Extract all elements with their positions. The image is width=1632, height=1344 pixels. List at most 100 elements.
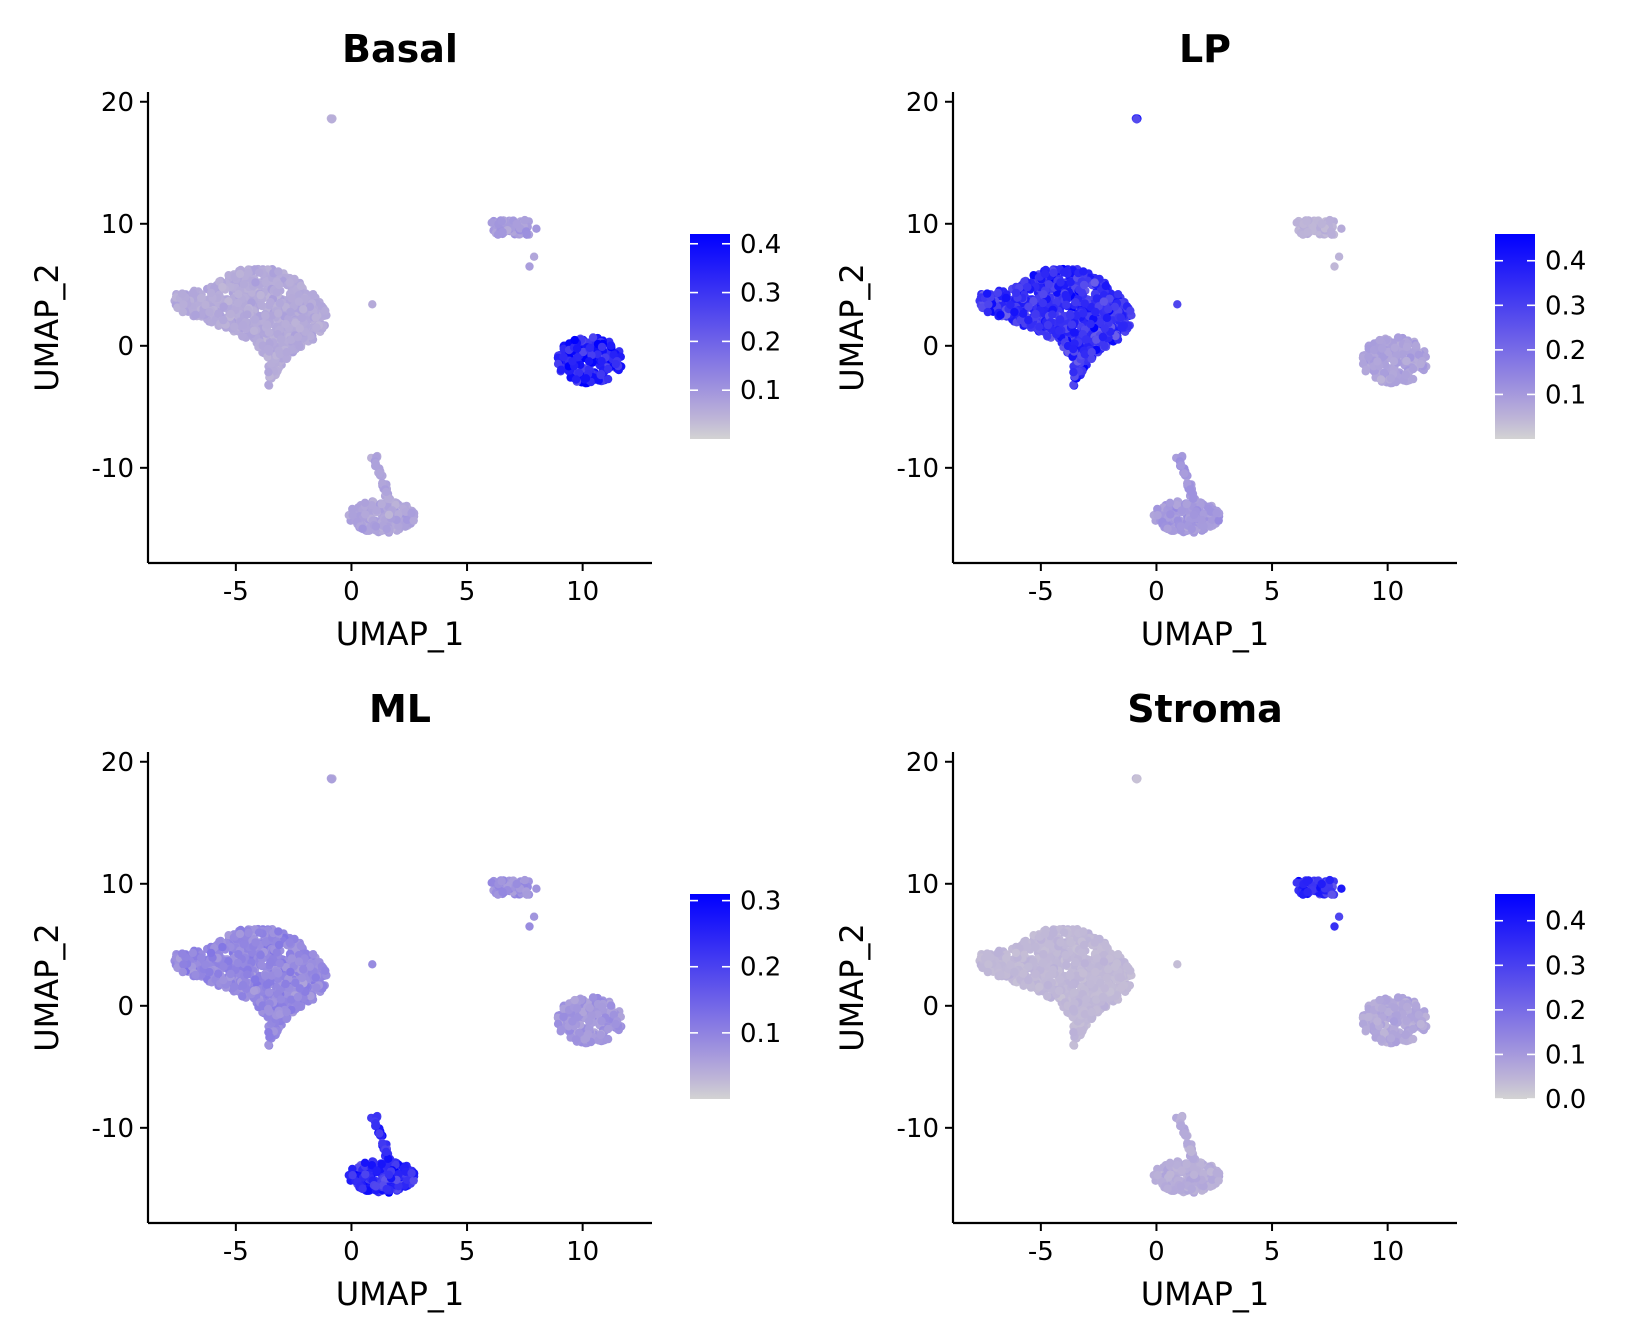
data-point bbox=[272, 948, 282, 957]
data-point bbox=[1090, 278, 1099, 287]
y-axis-title: UMAP_2 bbox=[28, 263, 66, 392]
y-tick-label: 20 bbox=[101, 748, 134, 778]
data-point bbox=[1055, 315, 1065, 324]
data-point bbox=[1077, 948, 1087, 957]
data-point bbox=[611, 1019, 620, 1029]
data-point bbox=[983, 307, 992, 317]
data-point bbox=[1040, 929, 1050, 939]
data-point bbox=[308, 290, 318, 299]
data-point bbox=[256, 950, 265, 960]
data-point bbox=[1090, 938, 1099, 947]
data-point bbox=[585, 1003, 594, 1012]
data-point bbox=[983, 289, 992, 298]
data-point bbox=[264, 344, 273, 354]
data-point bbox=[230, 322, 239, 331]
data-point bbox=[597, 1016, 606, 1026]
data-point bbox=[251, 938, 260, 947]
data-point bbox=[984, 300, 993, 309]
data-point bbox=[1071, 958, 1080, 967]
data-point bbox=[1110, 302, 1120, 311]
data-point bbox=[264, 368, 273, 377]
data-point bbox=[384, 494, 393, 503]
data-point bbox=[1172, 501, 1182, 510]
colorbar bbox=[1495, 234, 1535, 439]
data-point bbox=[570, 995, 579, 1005]
data-point bbox=[597, 1002, 607, 1012]
data-point bbox=[219, 315, 228, 325]
x-axis-title: UMAP_1 bbox=[336, 615, 465, 653]
data-point bbox=[224, 297, 233, 306]
data-point bbox=[262, 320, 272, 329]
data-point bbox=[529, 912, 539, 921]
data-point bbox=[559, 352, 568, 362]
data-point bbox=[597, 342, 607, 352]
data-point bbox=[1079, 267, 1088, 276]
data-point bbox=[1390, 343, 1400, 352]
data-point bbox=[299, 965, 308, 974]
data-point bbox=[1038, 958, 1048, 968]
data-point bbox=[1402, 356, 1411, 366]
y-tick-label: -10 bbox=[92, 454, 134, 484]
data-point bbox=[377, 499, 386, 509]
data-point bbox=[1098, 332, 1108, 342]
data-point bbox=[532, 224, 541, 233]
data-point bbox=[1292, 218, 1301, 227]
data-point bbox=[568, 357, 577, 366]
data-point bbox=[1069, 988, 1079, 997]
data-point bbox=[1302, 217, 1311, 226]
data-point bbox=[382, 524, 391, 534]
data-point bbox=[1055, 975, 1065, 984]
data-point bbox=[1019, 309, 1028, 318]
data-point bbox=[1040, 269, 1050, 279]
data-point bbox=[274, 940, 284, 950]
data-point bbox=[285, 278, 294, 287]
data-point bbox=[993, 948, 1003, 958]
data-point bbox=[584, 1017, 594, 1026]
y-tick-label: 10 bbox=[101, 210, 134, 240]
data-point bbox=[512, 219, 521, 229]
data-point bbox=[1069, 1028, 1078, 1037]
data-point bbox=[588, 333, 598, 342]
data-point bbox=[1061, 950, 1070, 960]
data-point bbox=[571, 1035, 581, 1044]
data-point bbox=[1092, 335, 1101, 344]
y-tick-label: 10 bbox=[906, 210, 939, 240]
data-point bbox=[570, 335, 579, 345]
y-axis-title: UMAP_2 bbox=[28, 923, 66, 1052]
data-point bbox=[281, 979, 290, 989]
data-point bbox=[238, 980, 248, 990]
data-point bbox=[1386, 374, 1396, 383]
data-point bbox=[1043, 332, 1052, 341]
scatter-points bbox=[170, 114, 626, 537]
data-point bbox=[299, 305, 308, 314]
data-point bbox=[250, 315, 260, 324]
data-point bbox=[1048, 970, 1057, 979]
data-point bbox=[261, 971, 270, 980]
data-point bbox=[402, 515, 412, 524]
data-point bbox=[235, 269, 245, 279]
data-point bbox=[178, 289, 187, 298]
data-point bbox=[233, 958, 243, 968]
data-point bbox=[1044, 940, 1054, 949]
data-point bbox=[1006, 300, 1015, 310]
data-point bbox=[1043, 992, 1052, 1001]
data-point bbox=[1327, 890, 1337, 899]
data-point bbox=[214, 309, 223, 318]
data-point bbox=[603, 374, 613, 384]
y-tick-label: 20 bbox=[906, 88, 939, 118]
data-point bbox=[266, 298, 275, 307]
data-point bbox=[606, 341, 616, 350]
data-point bbox=[179, 960, 188, 969]
colorbar-tick-label: 0.3 bbox=[740, 279, 781, 309]
data-point bbox=[274, 927, 283, 936]
x-tick-label: 0 bbox=[1148, 577, 1165, 607]
data-point bbox=[1049, 928, 1058, 938]
data-point bbox=[1173, 960, 1182, 969]
data-point bbox=[1132, 115, 1141, 124]
data-point bbox=[1035, 982, 1044, 991]
data-point bbox=[1132, 775, 1141, 784]
data-point bbox=[312, 323, 321, 332]
data-point bbox=[267, 311, 276, 320]
data-point bbox=[1091, 967, 1100, 977]
